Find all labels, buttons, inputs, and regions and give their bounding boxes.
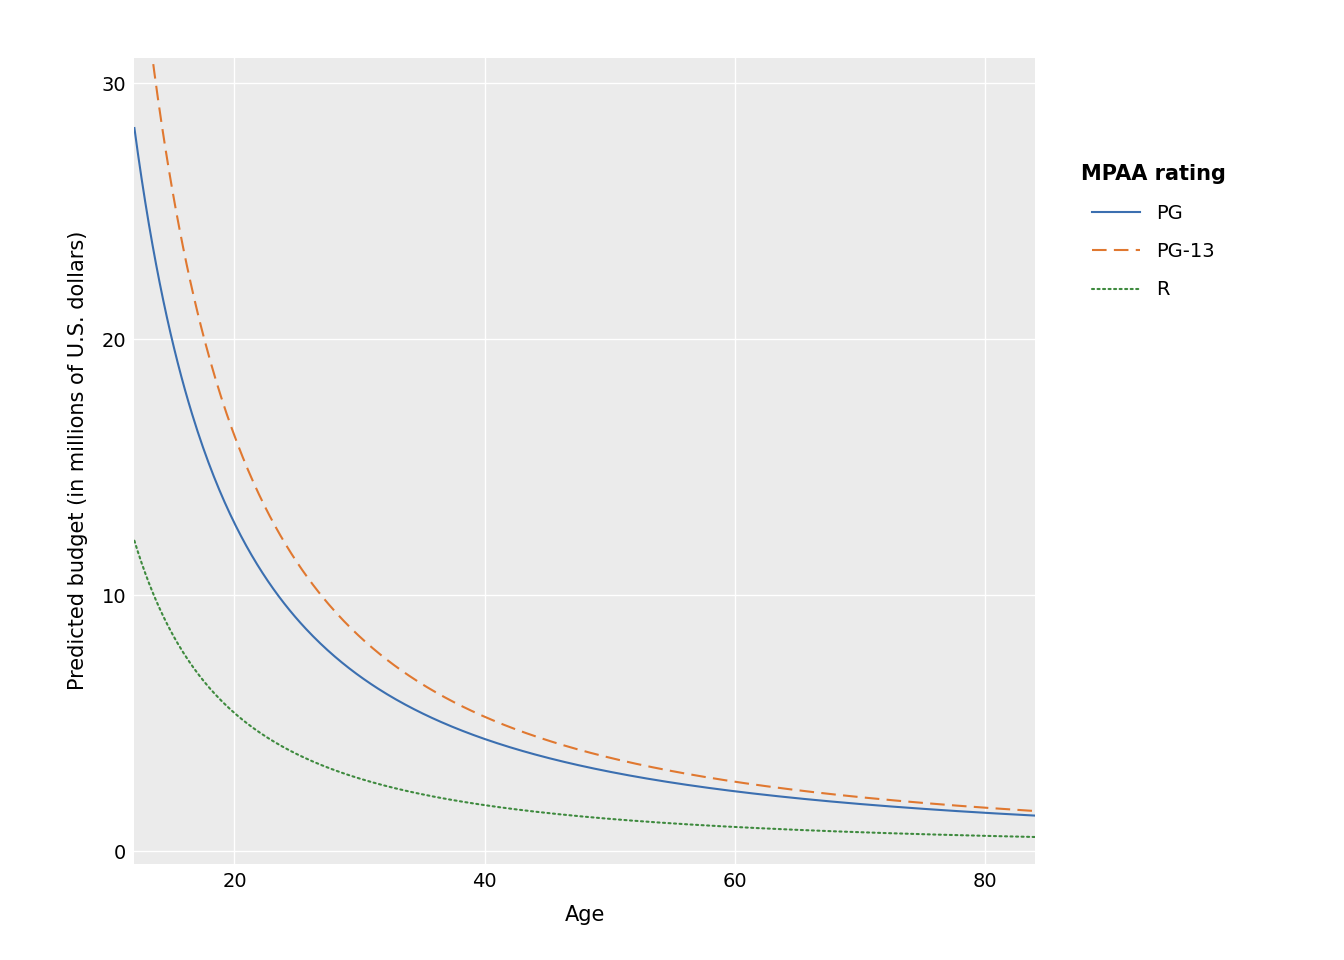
R xyxy=(126,535,142,546)
PG xyxy=(864,800,880,811)
PG-13 xyxy=(559,741,575,753)
R xyxy=(559,809,575,821)
PG xyxy=(126,122,142,133)
PG xyxy=(559,756,575,768)
R xyxy=(864,827,880,838)
PG xyxy=(614,768,630,780)
X-axis label: Age: Age xyxy=(564,905,605,925)
Y-axis label: Predicted budget (in millions of U.S. dollars): Predicted budget (in millions of U.S. do… xyxy=(67,231,87,690)
PG xyxy=(1027,810,1043,822)
PG-13 xyxy=(864,793,880,804)
R xyxy=(1027,831,1043,843)
PG xyxy=(1005,808,1021,820)
R xyxy=(1005,830,1021,842)
PG-13 xyxy=(1027,805,1043,817)
PG-13 xyxy=(1005,804,1021,815)
R xyxy=(554,808,570,820)
Legend: PG, PG-13, R: PG, PG-13, R xyxy=(1081,164,1226,300)
R xyxy=(614,814,630,826)
Line: PG: PG xyxy=(134,128,1035,816)
PG-13 xyxy=(554,739,570,751)
PG-13 xyxy=(663,765,679,777)
PG xyxy=(554,756,570,767)
R xyxy=(663,818,679,829)
Line: R: R xyxy=(134,540,1035,837)
PG xyxy=(663,777,679,788)
PG-13 xyxy=(614,755,630,766)
Line: PG-13: PG-13 xyxy=(134,0,1035,811)
